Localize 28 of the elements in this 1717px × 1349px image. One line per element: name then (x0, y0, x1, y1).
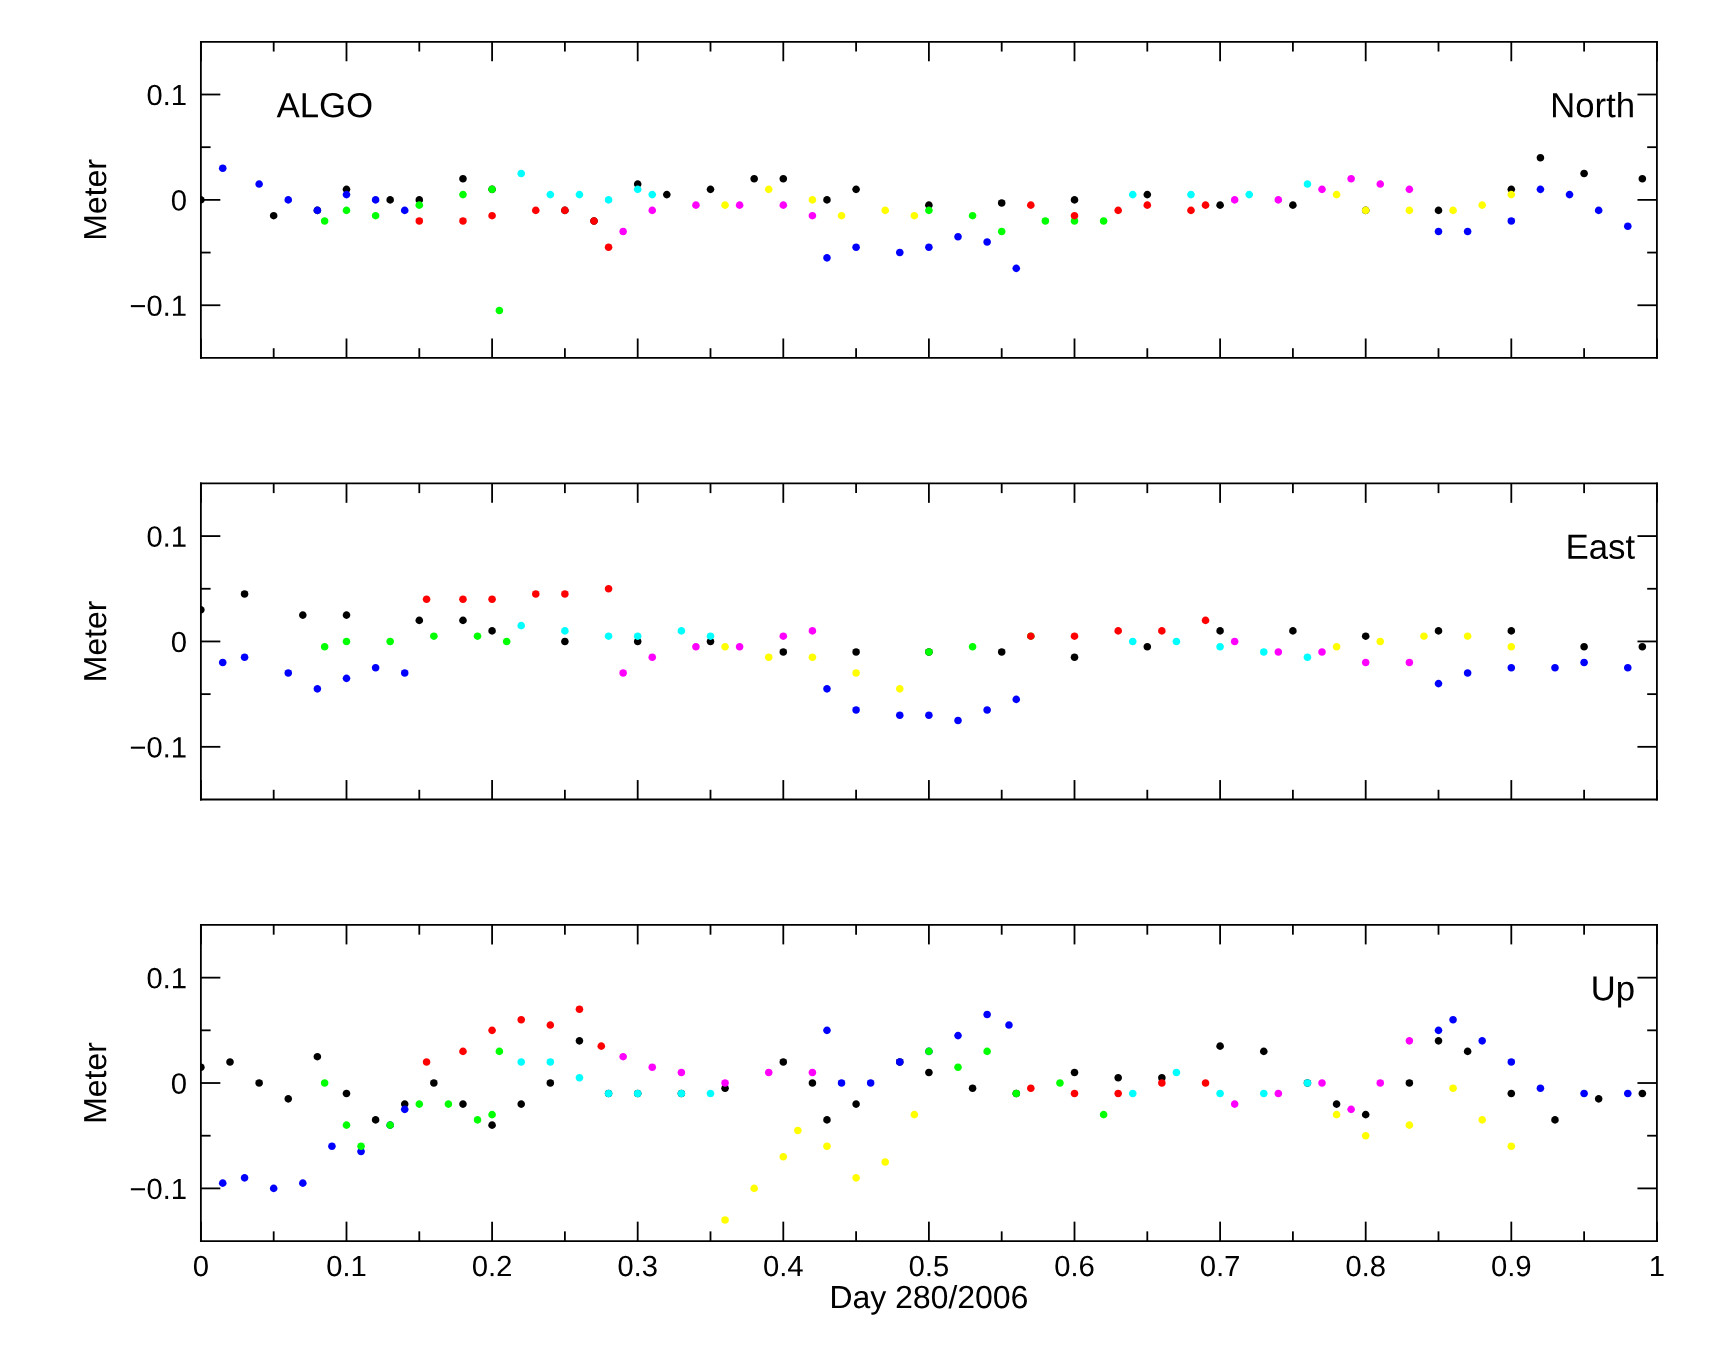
y-tick-label: 0 (171, 190, 186, 211)
annotation: North (1553, 92, 1633, 118)
x-tick-label: 0.5 (909, 1255, 948, 1277)
x-tick-label: 0 (193, 1255, 208, 1277)
annotation: Up (1593, 976, 1634, 1008)
y-tick-label: −0.1 (130, 295, 186, 317)
x-tick-label: 0.2 (472, 1255, 511, 1277)
y-tick-label: −0.1 (130, 1178, 186, 1200)
y-tick-label: 0.1 (147, 84, 186, 106)
x-tick-label: 0.9 (1492, 1255, 1531, 1277)
x-tick-label: 1 (1651, 1256, 1664, 1277)
y-tick-label: 0 (171, 1073, 186, 1094)
x-tick-label: 0.8 (1346, 1255, 1385, 1277)
y-axis-title: Meter (84, 1042, 107, 1122)
y-tick-label: 0 (171, 631, 186, 653)
x-tick-label: 0.7 (1200, 1255, 1239, 1277)
y-tick-label: 0.1 (147, 967, 186, 989)
y-axis-title: Meter (84, 159, 107, 239)
x-tick-label: 0.3 (618, 1255, 657, 1277)
x-axis-title: Day 280/2006 (832, 1284, 1027, 1315)
y-tick-label: −0.1 (130, 737, 186, 758)
annotation: ALGO (276, 92, 372, 118)
x-tick-label: 0.1 (327, 1255, 366, 1277)
y-tick-label: 0.1 (147, 526, 186, 547)
y-axis-title: Meter (84, 601, 107, 680)
x-tick-label: 0.4 (764, 1255, 803, 1277)
annotation: East (1568, 534, 1635, 560)
x-tick-label: 0.6 (1055, 1255, 1094, 1277)
